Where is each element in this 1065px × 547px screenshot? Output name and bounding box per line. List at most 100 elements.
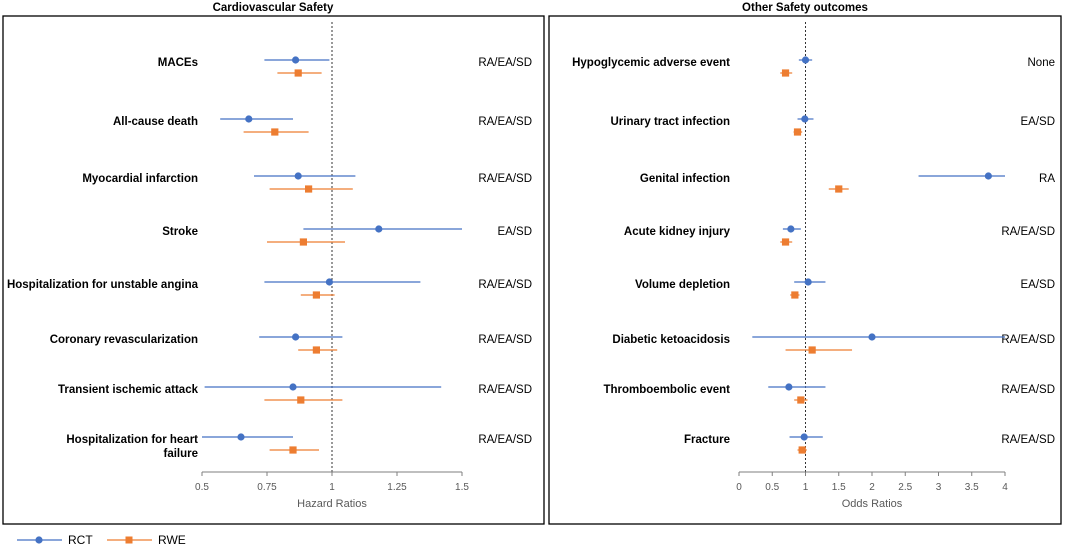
panel-frame bbox=[548, 15, 1062, 525]
outcome-label: Hospitalization for unstable angina bbox=[7, 279, 199, 291]
rct-point bbox=[237, 433, 245, 441]
outcome-row: MACEs RA/EA/SD bbox=[158, 56, 532, 77]
outcome-row: Hypoglycemic adverse event None bbox=[572, 56, 1056, 77]
panel-frame bbox=[2, 15, 545, 525]
outcome-row: Myocardial infarction RA/EA/SD bbox=[82, 172, 532, 193]
plot-area: 0 0.5 1 1.5 2 2.5 3 3.5 4 Odds Ratios Hypoglycemic… bbox=[572, 22, 1055, 510]
rwe-point bbox=[781, 238, 790, 246]
x-tick-label: 1.25 bbox=[387, 482, 407, 493]
panel-title: Other Safety outcomes bbox=[742, 2, 868, 14]
x-tick-label: 1.5 bbox=[455, 482, 469, 493]
legend-rct-marker bbox=[35, 536, 43, 544]
rct-point bbox=[868, 333, 876, 341]
outcome-label: Coronary revascularization bbox=[50, 334, 198, 346]
data-source-label: EA/SD bbox=[1020, 279, 1055, 291]
rwe-point bbox=[835, 185, 843, 193]
rwe-point bbox=[781, 69, 790, 77]
rct-point bbox=[375, 225, 383, 233]
rct-point bbox=[325, 278, 333, 286]
rwe-point bbox=[271, 128, 279, 136]
outcome-row: Hospitalization for heart failure RA/EA/SD bbox=[66, 433, 532, 460]
rct-point bbox=[289, 383, 297, 391]
rct-point bbox=[800, 433, 808, 441]
legend: RCT RWE bbox=[17, 533, 186, 547]
outcome-row: Hospitalization for unstable angina RA/EA… bbox=[7, 278, 532, 299]
cardiovascular-safety-panel: Cardiovascular Safety 0.5 0.75 1 1.25 1.5 Haz… bbox=[2, 2, 545, 525]
data-source-label: RA/EA/SD bbox=[478, 384, 532, 396]
outcome-row: Acute kidney injury RA/EA/SD bbox=[624, 225, 1055, 246]
outcome-label: Hospitalization for heart failure bbox=[66, 434, 198, 460]
x-tick-label: 2.5 bbox=[898, 482, 912, 493]
outcome-row: Diabetic ketoacidosis RA/EA/SD bbox=[612, 333, 1055, 354]
rct-point bbox=[984, 172, 992, 180]
outcome-row: All-cause death RA/EA/SD bbox=[113, 115, 532, 136]
legend-item-rwe: RWE bbox=[107, 533, 186, 547]
outcome-row: Genital infection RA bbox=[640, 172, 1055, 193]
outcome-label: MACEs bbox=[158, 57, 198, 69]
outcome-row: Coronary revascularization RA/EA/SD bbox=[50, 333, 532, 354]
other-safety-outcomes-panel: Other Safety outcomes 0 0.5 1 1.5 2 2.5 3 3.5 4 O… bbox=[548, 2, 1062, 525]
rct-point bbox=[292, 333, 300, 341]
outcome-label: Thromboembolic event bbox=[603, 384, 730, 396]
outcome-row: Thromboembolic event RA/EA/SD bbox=[603, 383, 1055, 404]
outcome-label: Urinary tract infection bbox=[611, 116, 731, 128]
outcome-label: Diabetic ketoacidosis bbox=[612, 334, 730, 346]
outcome-label: Volume depletion bbox=[635, 279, 730, 291]
x-tick-label: 4 bbox=[1002, 482, 1008, 493]
data-source-label: RA/EA/SD bbox=[478, 116, 532, 128]
x-tick-label: 1 bbox=[803, 482, 809, 493]
x-axis-title: Hazard Ratios bbox=[297, 498, 367, 510]
data-source-label: RA bbox=[1039, 173, 1055, 185]
data-source-label: RA/EA/SD bbox=[1001, 334, 1055, 346]
outcome-label: Stroke bbox=[162, 226, 198, 238]
rct-point bbox=[292, 56, 300, 64]
rwe-point bbox=[294, 69, 302, 77]
x-axis-title: Odds Ratios bbox=[842, 498, 903, 510]
outcome-label: Hypoglycemic adverse event bbox=[572, 57, 730, 69]
data-source-label: RA/EA/SD bbox=[478, 173, 532, 185]
data-source-label: RA/EA/SD bbox=[478, 57, 532, 69]
rwe-point bbox=[305, 185, 313, 193]
outcome-row: Stroke EA/SD bbox=[162, 225, 532, 246]
data-source-label: RA/EA/SD bbox=[1001, 226, 1055, 238]
rct-point bbox=[245, 115, 253, 123]
x-tick-label: 2 bbox=[869, 482, 875, 493]
outcome-label: Transient ischemic attack bbox=[58, 384, 199, 396]
rwe-point bbox=[793, 128, 802, 136]
outcome-label: Myocardial infarction bbox=[82, 173, 198, 185]
x-tick-label: 1.5 bbox=[832, 482, 846, 493]
outcome-row: Transient ischemic attack RA/EA/SD bbox=[58, 383, 532, 404]
outcome-row: Volume depletion EA/SD bbox=[635, 278, 1055, 299]
rwe-point bbox=[299, 238, 307, 246]
outcome-label: Acute kidney injury bbox=[624, 226, 731, 238]
rct-point bbox=[787, 225, 795, 233]
rwe-point bbox=[797, 396, 805, 404]
rct-point bbox=[294, 172, 302, 180]
outcome-row: Urinary tract infection EA/SD bbox=[611, 115, 1055, 136]
data-source-label: EA/SD bbox=[1020, 116, 1055, 128]
rct-point bbox=[801, 56, 810, 64]
x-tick-label: 0.5 bbox=[195, 482, 209, 493]
rwe-point bbox=[289, 446, 297, 454]
panel-title: Cardiovascular Safety bbox=[213, 2, 334, 14]
x-tick-label: 1 bbox=[329, 482, 335, 493]
outcome-label: Fracture bbox=[684, 434, 730, 446]
data-source-label: None bbox=[1028, 57, 1056, 69]
plot-area: 0.5 0.75 1 1.25 1.5 Hazard Ratios MACEs RA/EA/S… bbox=[7, 22, 532, 510]
x-tick-label: 0.5 bbox=[765, 482, 779, 493]
legend-rwe-label: RWE bbox=[158, 533, 186, 547]
rwe-point bbox=[808, 346, 816, 354]
data-source-label: RA/EA/SD bbox=[478, 334, 532, 346]
legend-item-rct: RCT bbox=[17, 533, 93, 547]
x-tick-label: 0 bbox=[736, 482, 742, 493]
rwe-point bbox=[312, 291, 320, 299]
data-source-label: EA/SD bbox=[497, 226, 532, 238]
data-source-label: RA/EA/SD bbox=[1001, 434, 1055, 446]
outcome-row: Fracture RA/EA/SD bbox=[684, 433, 1055, 454]
data-source-label: RA/EA/SD bbox=[478, 279, 532, 291]
x-tick-label: 3.5 bbox=[965, 482, 979, 493]
rct-point bbox=[804, 278, 812, 286]
legend-rwe-marker bbox=[125, 536, 133, 544]
outcome-label: All-cause death bbox=[113, 116, 198, 128]
legend-rct-label: RCT bbox=[68, 533, 93, 547]
